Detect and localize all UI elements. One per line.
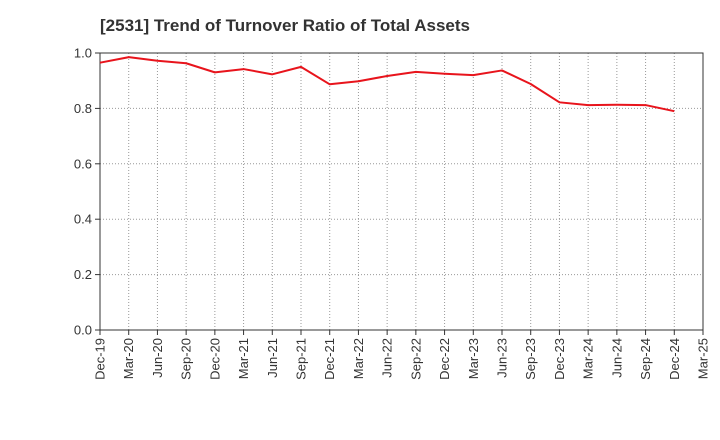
x-tick-label: Sep-23: [523, 338, 538, 380]
plot-frame: [99, 52, 704, 331]
x-tick-label: Sep-21: [294, 338, 309, 380]
x-tick-label: Sep-24: [638, 338, 653, 380]
y-tick-label: 0.4: [74, 212, 92, 227]
axes: [95, 52, 704, 335]
x-tick-label: Mar-20: [121, 338, 136, 379]
x-tick-label: Jun-22: [380, 338, 395, 378]
x-tick-label: Dec-21: [322, 338, 337, 380]
y-tick-label: 0.6: [74, 156, 92, 171]
x-tick-label: Jun-24: [609, 338, 624, 378]
x-tick-label: Dec-24: [667, 338, 682, 380]
y-tick-label: 0.8: [74, 101, 92, 116]
x-tick-label: Dec-22: [437, 338, 452, 380]
y-tick-label: 0.2: [74, 267, 92, 282]
series-group: [99, 56, 675, 113]
x-tick-label: Sep-22: [408, 338, 423, 380]
x-tick-label: Dec-23: [552, 338, 567, 380]
y-tick-label: 1.0: [74, 46, 92, 61]
x-tick-label: Mar-21: [236, 338, 251, 379]
x-tick-label: Jun-20: [150, 338, 165, 378]
x-tick-label: Mar-23: [466, 338, 481, 379]
x-tick-label: Dec-19: [93, 338, 108, 380]
x-tick-label: Mar-22: [351, 338, 366, 379]
chart-title: [2531] Trend of Turnover Ratio of Total …: [100, 16, 470, 35]
grid: [100, 53, 704, 330]
y-tick-label: 0.0: [74, 323, 92, 338]
x-tick-label: Mar-25: [696, 338, 711, 379]
x-tick-label: Sep-20: [179, 338, 194, 380]
x-tick-label: Dec-20: [207, 338, 222, 380]
x-tick-label: Jun-23: [495, 338, 510, 378]
y-tick-labels: 0.0 0.2 0.4 0.6 0.8 1.0: [74, 46, 92, 338]
x-tick-labels: Dec-19 Mar-20 Jun-20 Sep-20 Dec-20 Mar-21 Jun-…: [93, 338, 711, 380]
x-tick-label: Mar-24: [581, 338, 596, 379]
x-tick-label: Jun-21: [265, 338, 280, 378]
